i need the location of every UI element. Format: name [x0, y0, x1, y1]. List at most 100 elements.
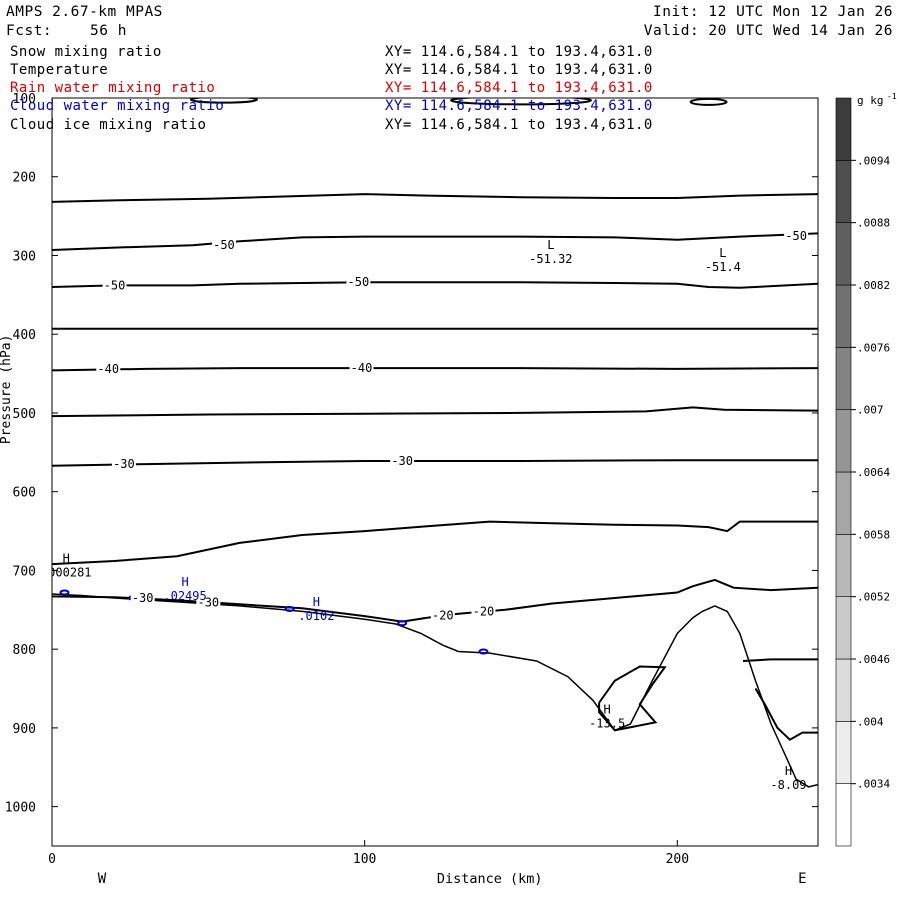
cloud-water-contour	[397, 620, 408, 627]
colorbar-cell	[835, 222, 852, 286]
colorbar-cell	[835, 347, 852, 410]
colorbar-label: .0034	[857, 778, 890, 791]
forecast-label: Fcst:	[6, 23, 53, 39]
forecast-value: 56 h	[90, 23, 127, 39]
extremum-value: .000281	[41, 566, 92, 580]
axes: 100 200 300 400 500 600 700 800 900 1000 0 100 200 Di…	[0, 92, 819, 887]
contour-label-bg	[349, 361, 374, 375]
contour-label-bg	[430, 608, 455, 622]
extremum-value: .0102	[298, 609, 334, 623]
model-title: AMPS 2.67-km MPAS	[6, 4, 163, 20]
colorbar-cell	[835, 596, 852, 660]
cloud-ice-contour	[689, 98, 728, 106]
colorbar-cell	[835, 471, 852, 535]
y-tick-label: 300	[13, 249, 36, 264]
contour-label-bg	[111, 457, 136, 471]
legend-name: Cloud ice mixing ratio	[10, 117, 207, 133]
contour-label-bg	[471, 604, 496, 618]
legend-range: XY= 114.6,584.1 to 193.4,631.0	[385, 62, 653, 78]
extremum-type: L	[719, 246, 726, 260]
contour-label: -30	[391, 454, 413, 468]
colorbar-cell	[835, 409, 852, 473]
colorbar-cell	[835, 721, 852, 784]
x-end-label-east: E	[798, 871, 806, 887]
legend-name: Snow mixing ratio	[10, 44, 162, 60]
contour-label: -50	[785, 229, 807, 243]
extremum-type: L	[547, 238, 554, 252]
temperature-contour	[52, 281, 818, 289]
legend-range: XY= 114.6,584.1 to 193.4,631.0	[385, 117, 653, 133]
contour-label: -30	[113, 457, 135, 471]
x-tick-label: 100	[353, 852, 376, 867]
temperature-contour	[52, 193, 818, 203]
extremum-value: -8.09	[770, 778, 806, 792]
extremum-value: -51.32	[529, 252, 572, 266]
extremum-value: -13.5	[589, 717, 625, 731]
x-tick-label: 200	[666, 852, 689, 867]
extremum-value: .02495	[163, 589, 206, 603]
temperature-contour	[52, 232, 818, 251]
y-tick-label: 500	[13, 407, 36, 422]
contour-label-bg	[196, 595, 221, 609]
temperature-contour	[52, 459, 818, 467]
extremum-type: H	[63, 552, 70, 566]
contour-label: -20	[473, 604, 495, 618]
contour-label: -50	[348, 275, 370, 289]
contour-label-bg	[784, 228, 809, 242]
legend-name: Rain water mixing ratio	[10, 80, 216, 96]
contour-label-bg	[102, 278, 127, 292]
extremum-type: H	[604, 703, 611, 717]
colorbar-label: .007	[857, 404, 884, 417]
contour-label-bg	[211, 238, 236, 252]
y-tick-label: 700	[13, 564, 36, 579]
colorbar-label: .0052	[857, 591, 890, 604]
legend-name: Cloud water mixing ratio	[10, 98, 225, 114]
x-end-label-west: W	[98, 871, 107, 887]
colorbar-label: .0082	[857, 279, 890, 292]
legend-range: XY= 114.6,584.1 to 193.4,631.0	[385, 44, 653, 60]
colorbar: .0034 .004 .0046 .0052 .0058 .0064 .007 .0076 .0…	[835, 92, 897, 847]
contour-label-bg	[390, 453, 415, 467]
temperature-contour	[52, 406, 818, 418]
colorbar-label: .0046	[857, 653, 890, 666]
y-axis-label: Pressure (hPa)	[0, 335, 14, 445]
x-axis-label: Distance (km)	[437, 871, 543, 887]
colorbar-cell	[835, 284, 852, 348]
temperature-contour	[52, 520, 818, 566]
temperature-contour	[742, 658, 818, 662]
colorbar-cell	[835, 783, 852, 847]
contour-label: -30	[197, 596, 219, 610]
cloud-ice-contour	[450, 98, 592, 106]
contour-label: -40	[97, 362, 119, 376]
y-tick-label: 400	[13, 328, 36, 343]
colorbar-cell	[835, 534, 852, 597]
colorbar-unit: g kg	[857, 94, 884, 107]
plot-content: -50-50-50 -50-40 -40-30 -30-30 -30-20 -20H.00…	[41, 98, 818, 792]
valid-time: Valid: 20 UTC Wed 14 Jan 26	[643, 23, 893, 39]
plot-frame	[51, 97, 819, 847]
y-tick-label: 100	[13, 92, 36, 107]
contour-label-bg	[130, 590, 155, 604]
contour-label: -20	[432, 608, 454, 622]
cloud-water-contour	[478, 648, 489, 655]
y-tick-label: 800	[13, 643, 36, 658]
contour-label: -30	[132, 591, 154, 605]
colorbar-label: .0094	[857, 154, 890, 167]
y-tick-label: 600	[13, 486, 36, 501]
colorbar-cell	[835, 658, 852, 722]
colorbar-label: .0088	[857, 217, 890, 230]
y-tick-label: 1000	[5, 801, 36, 816]
colorbar-cell	[835, 160, 852, 223]
extremum-type: H	[785, 764, 792, 778]
colorbar-label: .0058	[857, 528, 890, 541]
colorbar-label: .0064	[857, 466, 890, 479]
extremum-type: H	[181, 575, 188, 589]
init-time: Init: 12 UTC Mon 12 Jan 26	[653, 4, 893, 20]
temperature-contour	[52, 595, 403, 623]
contour-label-bg	[96, 361, 121, 375]
y-tick-label: 200	[13, 171, 36, 186]
extremum-type: H	[313, 595, 320, 609]
contour-label-bg	[346, 275, 371, 289]
